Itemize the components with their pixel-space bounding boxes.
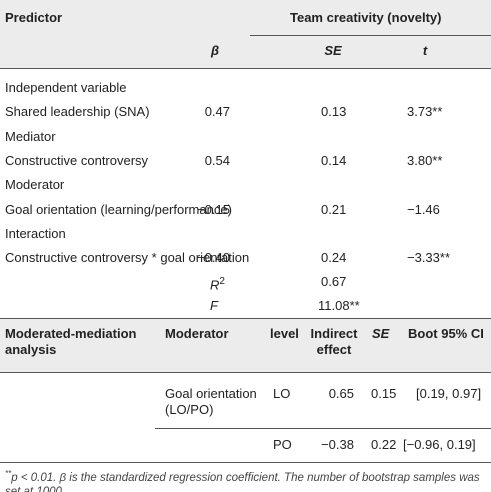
footnote-text: p < 0.01. β is the standardized regressi… <box>5 471 480 492</box>
column-header: β <box>210 43 220 58</box>
cell: 0.13 <box>321 104 347 120</box>
header-band <box>0 319 491 372</box>
rule <box>0 372 491 373</box>
header-band <box>0 0 491 68</box>
column-header: SE <box>372 326 390 341</box>
section-label: Mediator <box>5 128 56 144</box>
moderator: Goal orientation (LO/PO) <box>165 386 257 417</box>
column-header: Moderator <box>165 326 229 341</box>
footnote: **p < 0.01. β is the standardized regres… <box>5 467 489 492</box>
cell: PO <box>273 437 292 452</box>
row-label: Goal orientation (learning/performance) <box>5 201 232 217</box>
row-label: Shared leadership (SNA) <box>5 104 150 120</box>
header-cell: Team creativity (novelty) <box>290 10 442 25</box>
row-label: Constructive controversy <box>5 152 149 168</box>
cell: 0.47 <box>204 104 230 120</box>
cell: 0.15 <box>371 386 397 401</box>
stat-symbol: R2 <box>210 276 225 293</box>
column-header: Boot 95% CI <box>408 326 484 341</box>
cell: 0.22 <box>371 437 397 452</box>
cell: [0.19, 0.97] <box>416 386 482 401</box>
stat-symbol: F <box>210 298 218 313</box>
cell: 0.65 <box>328 386 354 401</box>
cell: −0.38 <box>321 437 354 452</box>
footnote-marker: ** <box>5 469 12 478</box>
stat-value: 0.67 <box>321 274 347 289</box>
cell: [−0.96, 0.19] <box>403 437 476 452</box>
section-title: Moderated-mediation analysis <box>5 326 137 357</box>
cell: LO <box>273 386 291 401</box>
cell: −0.15 <box>197 201 230 217</box>
rule <box>0 318 491 319</box>
section-label: Independent variable <box>5 80 127 95</box>
cell: 0.54 <box>204 152 230 168</box>
stat-value: 11.08** <box>318 298 360 313</box>
cell: 0.24 <box>321 250 347 266</box>
cell: −3.33** <box>407 250 451 266</box>
cell: 3.80** <box>407 152 443 168</box>
cell: 3.73** <box>407 104 443 120</box>
cell: 0.21 <box>321 201 347 217</box>
column-header: Indirect effect <box>310 326 358 357</box>
row-label: Constructive controversy * goal orientat… <box>5 250 250 266</box>
column-header: level <box>270 326 299 341</box>
column-header: SE <box>324 43 342 58</box>
superscript: 2 <box>219 276 225 287</box>
rule <box>155 428 491 429</box>
section-label: Interaction <box>5 225 66 241</box>
section-label: Moderator <box>5 177 65 193</box>
rule <box>0 462 491 463</box>
cell: −1.46 <box>407 201 440 217</box>
rule <box>0 68 491 69</box>
column-header: t <box>422 43 428 58</box>
rule <box>250 35 491 36</box>
cell: −0.40 <box>197 250 230 266</box>
cell: 0.14 <box>321 152 347 168</box>
header-cell: Predictor <box>5 10 63 25</box>
